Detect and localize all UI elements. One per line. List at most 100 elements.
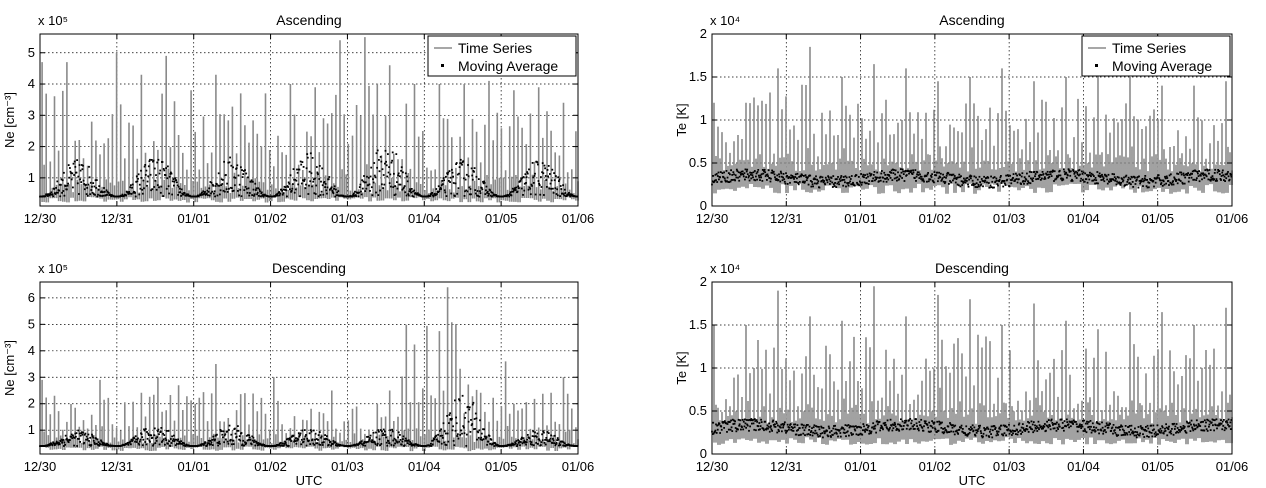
moving-average-point [1182,425,1185,427]
moving-average-point [297,438,300,441]
moving-average-point [372,181,375,184]
moving-average-point [885,180,888,183]
moving-average-point [933,181,935,184]
moving-average-point [289,174,292,177]
moving-average-point [884,174,887,176]
moving-average-point [1082,179,1084,181]
moving-average-point [764,171,767,174]
moving-average-point [766,427,768,430]
moving-average-point [882,180,885,183]
moving-average-point [827,176,830,179]
moving-average-point [954,424,957,427]
moving-average-point [541,162,544,164]
moving-average-point [781,179,784,182]
moving-average-point [216,183,218,186]
moving-average-point [566,194,569,197]
moving-average-point [1220,422,1223,425]
moving-average-point [151,188,154,191]
moving-average-point [734,179,736,182]
moving-average-point [482,438,485,440]
moving-average-point [429,194,432,197]
moving-average-point [907,424,909,427]
moving-average-point [173,184,175,187]
legend-box [1081,35,1231,77]
moving-average-point [1199,425,1202,427]
moving-average-point [556,437,559,439]
moving-average-point [1096,171,1099,173]
moving-average-point [521,177,524,179]
moving-average-point [950,424,953,427]
moving-average-point [318,165,321,167]
moving-average-point [1043,423,1046,425]
moving-average-point [216,433,218,436]
moving-average-point [1135,179,1138,181]
moving-average-point [226,440,229,443]
moving-average-point [174,177,176,180]
moving-average-point [755,419,758,421]
moving-average-point [174,444,177,447]
moving-average-point [922,429,925,432]
moving-average-point [813,432,816,435]
moving-average-point [213,438,215,441]
moving-average-point [1198,170,1200,172]
moving-average-point [1087,174,1090,177]
moving-average-point [374,443,377,445]
moving-average-point [370,441,373,443]
moving-average-point [553,179,556,182]
moving-average-point [826,179,828,182]
moving-average-point [448,170,451,172]
moving-average-point [554,187,557,190]
moving-average-point [146,184,148,187]
moving-average-point [1220,419,1222,421]
moving-average-point [727,181,730,183]
moving-average-point [1013,424,1016,427]
moving-average-point [278,442,281,445]
moving-average-point [329,188,331,191]
moving-average-point [232,189,235,192]
moving-average-point [444,443,447,446]
moving-average-point [213,192,215,195]
moving-average-point [383,183,386,186]
moving-average-point [824,430,827,433]
moving-average-point [135,438,138,441]
moving-average-point [1178,429,1181,431]
moving-average-point [786,183,789,185]
moving-average-point [874,176,877,179]
moving-average-point [88,176,91,179]
moving-average-point [973,175,976,178]
moving-average-point [913,424,916,426]
moving-average-point [1221,169,1224,172]
moving-average-point [1148,182,1151,184]
moving-average-point [804,180,806,183]
moving-average-point [1047,426,1050,429]
moving-average-point [730,179,733,181]
moving-average-point [204,441,207,444]
moving-average-point [561,440,564,443]
moving-average-point [901,420,904,423]
moving-average-point [468,406,471,409]
moving-average-point [383,434,386,436]
moving-average-point [1163,183,1166,186]
moving-average-point [230,164,233,167]
moving-average-point [1021,431,1024,433]
moving-average-point [1168,425,1170,428]
moving-average-point [521,442,524,445]
moving-average-point [1205,174,1207,177]
moving-average-point [792,176,795,179]
moving-average-point [770,428,773,431]
moving-average-point [1154,435,1157,438]
moving-average-point [1221,428,1224,431]
moving-average-point [861,175,864,178]
moving-average-point [475,175,478,178]
moving-average-point [811,427,813,429]
moving-average-point [1193,423,1195,426]
moving-average-point [1151,435,1154,438]
moving-average-point [314,438,316,441]
moving-average-point [1080,424,1083,426]
moving-average-point [210,181,213,184]
moving-average-point [803,429,806,432]
moving-average-point [283,188,285,191]
moving-average-point [715,179,717,181]
moving-average-point [400,443,403,446]
y-tick-label: 1 [28,170,35,185]
